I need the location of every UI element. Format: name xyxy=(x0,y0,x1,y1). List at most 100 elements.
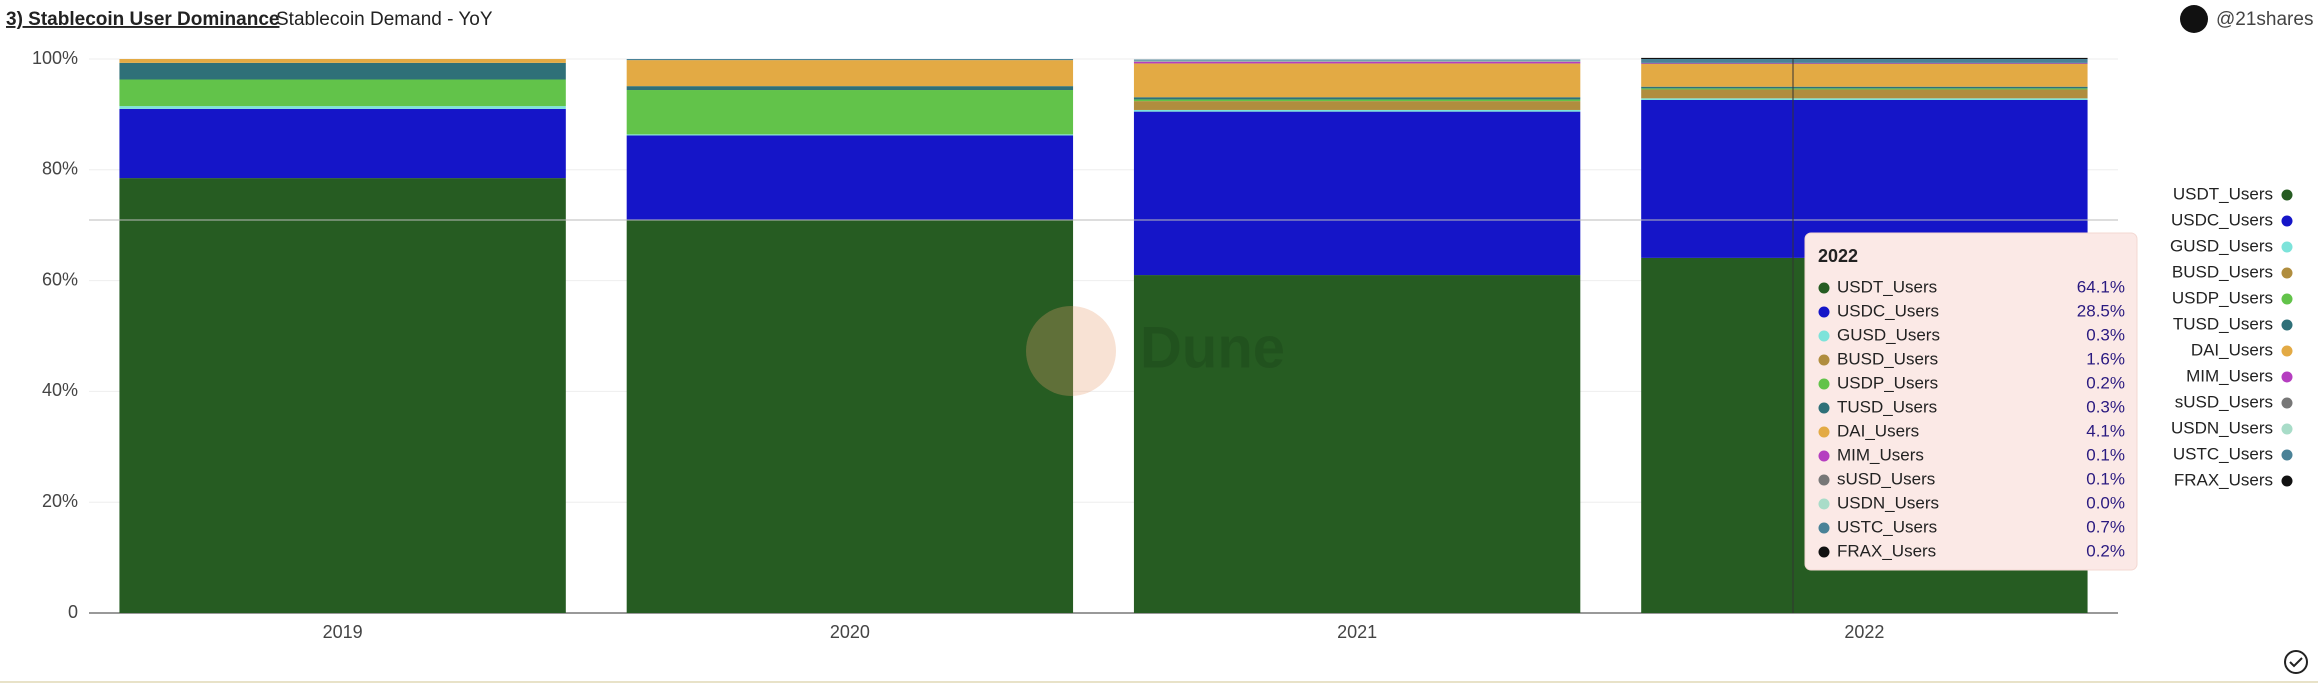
check-icon xyxy=(2284,650,2308,674)
y-tick-label: 100% xyxy=(32,48,78,68)
tooltip-label: USDC_Users xyxy=(1837,301,1939,320)
bar-segment xyxy=(1133,109,1581,112)
account-avatar xyxy=(2180,5,2208,33)
tooltip-label: USTC_Users xyxy=(1837,517,1937,536)
x-tick-label: 2019 xyxy=(323,622,363,642)
tooltip-swatch xyxy=(1818,546,1830,558)
legend-label: DAI_Users xyxy=(2191,340,2273,359)
tooltip-swatch xyxy=(1818,354,1830,366)
legend-label: MIM_Users xyxy=(2186,366,2273,385)
tooltip-value: 0.2% xyxy=(2086,541,2125,560)
legend-swatch xyxy=(2281,371,2293,383)
legend-swatch xyxy=(2281,293,2293,305)
tooltip-swatch xyxy=(1818,402,1830,414)
tooltip-swatch xyxy=(1818,426,1830,438)
bar-segment xyxy=(626,86,1074,91)
chart-title[interactable]: 3) Stablecoin User Dominance xyxy=(6,9,279,30)
chart-subtitle: Stablecoin Demand - YoY xyxy=(276,9,493,30)
bar-segment xyxy=(1641,57,2088,59)
legend-label: USDP_Users xyxy=(2172,288,2273,307)
tooltip-swatch xyxy=(1818,330,1830,342)
watermark: Dune xyxy=(1140,315,1285,380)
bar-segment xyxy=(1641,86,2088,89)
tooltip-value: 0.2% xyxy=(2086,373,2125,392)
tooltip-value: 0.1% xyxy=(2086,445,2125,464)
tooltip-label: GUSD_Users xyxy=(1837,325,1940,344)
bar-segment xyxy=(119,106,566,109)
x-tick-label: 2020 xyxy=(830,622,870,642)
tooltip-swatch xyxy=(1818,282,1830,294)
x-tick-label: 2022 xyxy=(1844,622,1884,642)
tooltip-swatch xyxy=(1818,522,1830,534)
tooltip-value: 4.1% xyxy=(2086,421,2125,440)
x-tick-label: 2021 xyxy=(1337,622,1377,642)
tooltip-swatch xyxy=(1818,378,1830,390)
bar-segment xyxy=(1641,89,2088,99)
legend-swatch xyxy=(2281,241,2293,253)
bar-segment xyxy=(1133,60,1581,62)
bar-segment xyxy=(626,59,1074,61)
bar-segment xyxy=(119,59,566,63)
legend-swatch xyxy=(2281,215,2293,227)
bar-segment xyxy=(119,178,566,614)
legend-swatch xyxy=(2281,345,2293,357)
tooltip-value: 0.1% xyxy=(2086,469,2125,488)
bar-segment xyxy=(119,79,566,107)
bar-segment xyxy=(1133,61,1581,64)
y-tick-label: 0 xyxy=(68,602,78,622)
tooltip-label: sUSD_Users xyxy=(1837,469,1935,488)
tooltip-swatch xyxy=(1818,450,1830,462)
tooltip-swatch xyxy=(1818,498,1830,510)
legend-swatch xyxy=(2281,397,2293,409)
tooltip-label: USDP_Users xyxy=(1837,373,1938,392)
bar-segment xyxy=(1641,62,2088,64)
legend-label: BUSD_Users xyxy=(2172,262,2273,281)
bar-segment xyxy=(1133,97,1581,100)
account-name[interactable]: @21shares xyxy=(2216,9,2313,30)
legend-swatch xyxy=(2281,423,2293,435)
tooltip-swatch xyxy=(1818,306,1830,318)
y-tick-label: 80% xyxy=(42,159,78,179)
legend-label: USDC_Users xyxy=(2171,210,2273,229)
tooltip-value: 28.5% xyxy=(2077,301,2125,320)
tooltip-label: MIM_Users xyxy=(1837,445,1924,464)
tooltip-label: USDN_Users xyxy=(1837,493,1939,512)
check-mark xyxy=(2289,657,2303,668)
bar-segment xyxy=(1133,61,1581,62)
bar-segment xyxy=(1641,99,2088,258)
bar-segment xyxy=(1641,63,2088,64)
bar-segment xyxy=(1133,275,1581,613)
tooltip-label: TUSD_Users xyxy=(1837,397,1937,416)
y-tick-label: 60% xyxy=(42,269,78,289)
legend-swatch xyxy=(2281,475,2293,487)
legend-label: sUSD_Users xyxy=(2175,392,2273,411)
y-tick-label: 40% xyxy=(42,380,78,400)
tooltip-value: 0.3% xyxy=(2086,397,2125,416)
legend-label: FRAX_Users xyxy=(2174,470,2273,489)
legend-swatch xyxy=(2281,449,2293,461)
bar-segment xyxy=(626,219,1074,613)
tooltip-value: 0.7% xyxy=(2086,517,2125,536)
tooltip-value: 64.1% xyxy=(2077,277,2125,296)
legend-swatch xyxy=(2281,189,2293,201)
tooltip-label: USDT_Users xyxy=(1837,277,1937,296)
watermark-logo xyxy=(1026,306,1116,396)
bar-segment xyxy=(1133,111,1581,276)
legend-label: USTC_Users xyxy=(2173,444,2273,463)
y-tick-label: 20% xyxy=(42,491,78,511)
tooltip xyxy=(1804,232,2138,571)
tooltip-label: FRAX_Users xyxy=(1837,541,1936,560)
legend-label: USDN_Users xyxy=(2171,418,2273,437)
legend-label: TUSD_Users xyxy=(2173,314,2273,333)
bar-segment xyxy=(1641,59,2088,63)
bar-segment xyxy=(626,60,1074,87)
bar-segment xyxy=(626,134,1074,136)
bar-segment xyxy=(1133,59,1581,61)
bar-segment xyxy=(1641,63,2088,87)
bar-segment xyxy=(626,135,1074,220)
bar-segment xyxy=(626,90,1074,135)
tooltip-swatch xyxy=(1818,474,1830,486)
tooltip-value: 0.3% xyxy=(2086,325,2125,344)
tooltip-title: 2022 xyxy=(1818,246,1858,266)
